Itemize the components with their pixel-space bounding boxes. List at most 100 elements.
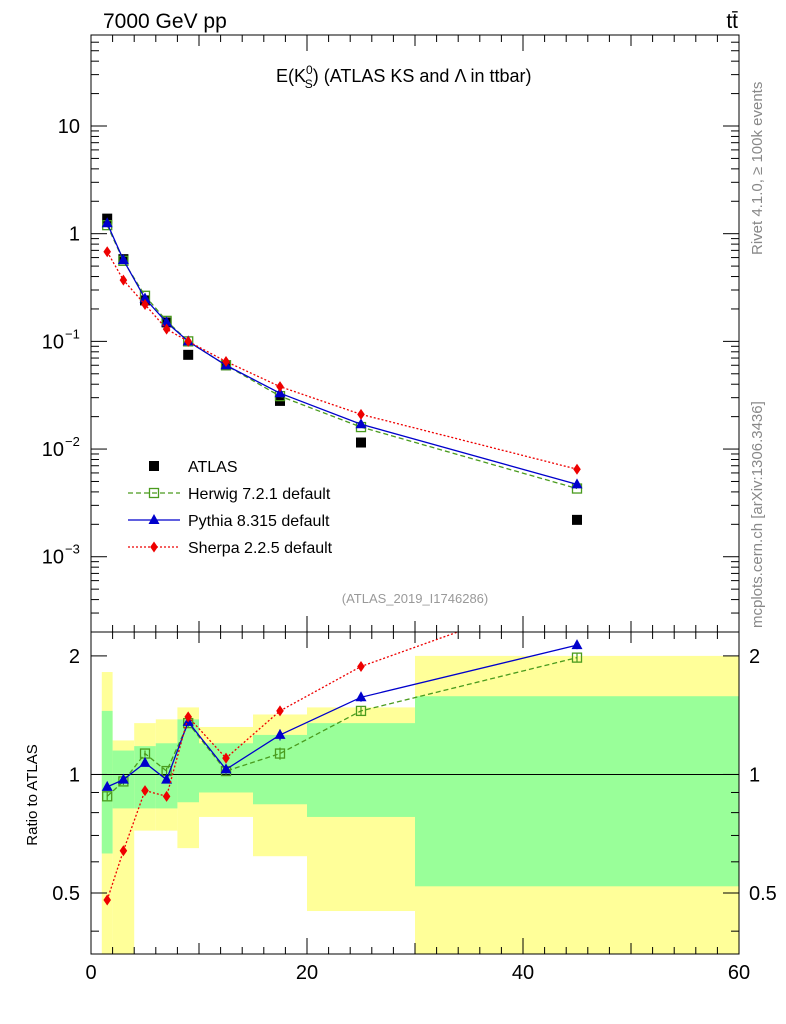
legend-label: Herwig 7.2.1 default xyxy=(188,486,331,503)
ratio-y-tick-label-right: 0.5 xyxy=(749,883,777,905)
ratio-point xyxy=(274,748,286,759)
title-sub: S xyxy=(305,77,313,91)
main-series xyxy=(101,213,583,525)
series-line xyxy=(106,224,578,490)
data-point xyxy=(571,478,583,489)
title-suffix: ) (ATLAS KS and Λ in ttbar) xyxy=(313,66,532,86)
legend: ATLAS Herwig 7.2.1 default Pythia 8.315 de… xyxy=(128,459,333,557)
ratio-point xyxy=(184,711,192,723)
data-point xyxy=(141,298,149,310)
band-inner xyxy=(177,719,199,803)
band-inner xyxy=(415,696,739,887)
x-tick-label: 20 xyxy=(296,962,318,984)
data-point xyxy=(184,335,192,347)
title-sup: 0 xyxy=(306,63,313,77)
data-point xyxy=(572,514,582,525)
ratio-point xyxy=(220,763,232,774)
ratio-point xyxy=(103,894,111,906)
data-point xyxy=(356,437,366,448)
legend-entry: Pythia 8.315 default xyxy=(128,513,330,530)
ratio-y-tick-label-left: 0.5 xyxy=(52,883,80,905)
ratio-series-group xyxy=(101,584,583,906)
y-tick-exponent: −1 xyxy=(65,326,80,341)
mcplots-label: mcplots.cern.ch [arXiv:1306.3436] xyxy=(749,401,766,628)
data-point xyxy=(183,349,194,360)
ratio-y-tick-labels: 0.5 0.5 1 1 2 2 xyxy=(52,646,777,905)
legend-label: Sherpa 2.2.5 default xyxy=(188,540,333,557)
series-sherpa xyxy=(103,246,581,475)
y-tick-exponent: −3 xyxy=(65,542,80,557)
ratio-panel: 0.5 0.5 1 1 2 2 Ratio to ATLAS 0 20 40 60 xyxy=(24,584,777,984)
legend-entry: ATLAS xyxy=(149,459,238,476)
data-point xyxy=(357,408,365,420)
ratio-y-tick-label-right: 1 xyxy=(749,764,760,786)
data-point xyxy=(161,316,173,327)
ratio-point xyxy=(222,752,230,764)
ratio-bands xyxy=(101,655,739,954)
data-point xyxy=(573,463,581,475)
ratio-y-axis-label: Ratio to ATLAS xyxy=(24,744,41,845)
ratio-point xyxy=(355,691,367,702)
data-point xyxy=(222,356,230,368)
y-tick-label: 10 xyxy=(42,547,64,569)
ratio-y-tick-label-right: 2 xyxy=(749,646,760,668)
title-prefix: E(K xyxy=(276,66,306,86)
energy-label: 7000 GeV pp xyxy=(103,10,227,33)
data-point xyxy=(103,246,111,258)
y-tick-exponent: −2 xyxy=(65,434,80,449)
data-point xyxy=(276,381,284,393)
ratio-series-sherpa xyxy=(103,584,581,906)
data-point xyxy=(139,292,151,303)
plot-title: E(K0 S) (ATLAS KS and Λ in ttbar) xyxy=(276,63,532,91)
ratio-y-tick-label-left: 2 xyxy=(69,646,80,668)
ratio-point xyxy=(139,756,151,767)
main-ticks xyxy=(90,34,740,633)
y-tick-label: 10 xyxy=(42,331,64,353)
x-tick-label: 40 xyxy=(512,962,534,984)
data-point xyxy=(355,418,367,429)
series-atlas xyxy=(102,213,582,525)
data-point xyxy=(274,387,286,398)
ratio-y-tick-label-left: 1 xyxy=(69,764,80,786)
legend-marker xyxy=(150,541,158,553)
band-inner xyxy=(134,746,156,809)
legend-marker xyxy=(148,487,160,499)
rivet-label: Rivet 4.1.0, ≥ 100k events xyxy=(749,82,766,255)
ratio-point xyxy=(573,584,581,595)
x-tick-labels: 0 20 40 60 xyxy=(85,962,750,984)
data-point xyxy=(119,274,128,286)
y-tick-label: 10 xyxy=(42,439,64,461)
legend-marker xyxy=(148,514,160,524)
ratio-point xyxy=(571,639,583,650)
data-point xyxy=(162,323,171,335)
legend-entry: Herwig 7.2.1 default xyxy=(128,486,331,503)
legend-label: Pythia 8.315 default xyxy=(188,513,330,530)
ratio-point xyxy=(276,705,284,717)
ratio-point xyxy=(161,773,173,784)
ratio-point xyxy=(162,790,171,802)
y-tick-label: 10 xyxy=(58,116,80,138)
series-line xyxy=(106,222,578,485)
ratio-point xyxy=(274,728,286,739)
series-line xyxy=(106,251,578,470)
watermark: (ATLAS_2019_I1746286) xyxy=(342,591,488,606)
data-point xyxy=(117,253,129,264)
ratio-point xyxy=(355,705,367,717)
ratio-point xyxy=(357,660,365,672)
ratio-ticks xyxy=(90,632,740,954)
ratio-point xyxy=(571,652,583,663)
ratio-series xyxy=(101,584,583,906)
ratio-point xyxy=(119,845,128,857)
process-label: tt̄ xyxy=(726,10,738,33)
x-tick-label: 60 xyxy=(728,962,750,984)
x-tick-label: 0 xyxy=(85,962,96,984)
ratio-point xyxy=(117,773,129,784)
y-tick-label: 1 xyxy=(69,224,80,246)
legend-marker xyxy=(149,461,159,471)
band-inner xyxy=(253,734,307,805)
legend-label: ATLAS xyxy=(188,459,238,476)
band-inner xyxy=(307,723,415,817)
